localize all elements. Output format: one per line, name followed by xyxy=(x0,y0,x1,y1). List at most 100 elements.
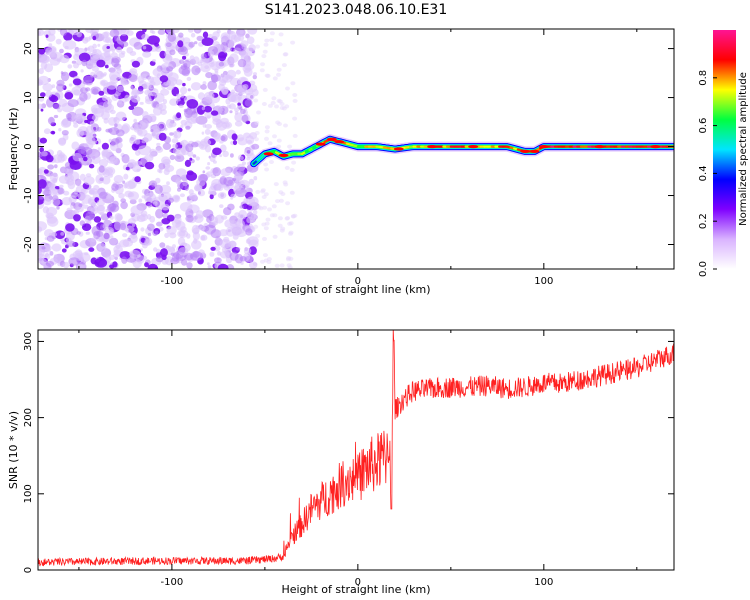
noise-blob xyxy=(50,130,56,135)
noise-blob xyxy=(102,149,109,157)
noise-blob xyxy=(241,114,249,123)
noise-blob xyxy=(269,38,275,43)
noise-blob xyxy=(109,235,114,239)
noise-blob xyxy=(228,240,237,248)
noise-blob xyxy=(154,42,160,47)
noise-blob xyxy=(253,72,257,76)
noise-blob xyxy=(80,69,84,73)
noise-blob xyxy=(182,37,191,44)
noise-blob xyxy=(38,75,50,86)
noise-blob xyxy=(210,182,222,191)
noise-blob xyxy=(104,64,109,69)
noise-blob xyxy=(245,228,253,236)
noise-blob xyxy=(109,264,115,269)
noise-blob xyxy=(160,248,168,257)
noise-blob xyxy=(164,164,175,172)
noise-blob xyxy=(219,204,224,209)
ridge-peak xyxy=(326,137,337,141)
noise-blob xyxy=(99,212,105,216)
noise-blob xyxy=(94,258,108,268)
x-tick-label: -100 xyxy=(161,577,184,588)
noise-blob xyxy=(186,233,191,239)
noise-blob xyxy=(250,213,257,220)
ridge-peak xyxy=(427,145,438,149)
noise-blob xyxy=(275,199,280,204)
noise-blob xyxy=(204,91,215,100)
noise-blob xyxy=(259,68,265,73)
noise-blob xyxy=(221,88,229,96)
noise-blob xyxy=(113,175,124,184)
noise-blob xyxy=(67,99,79,108)
y-tick-label: 300 xyxy=(23,332,34,351)
noise-blob xyxy=(194,185,203,192)
noise-blob xyxy=(95,152,100,156)
noise-blob xyxy=(62,133,69,141)
noise-blob xyxy=(68,83,73,87)
noise-blob xyxy=(280,192,286,196)
noise-blob xyxy=(111,183,119,191)
noise-blob xyxy=(234,212,241,218)
noise-blob xyxy=(63,168,70,173)
noise-blob xyxy=(106,46,110,49)
noise-blob xyxy=(45,154,54,163)
noise-blob xyxy=(223,176,235,187)
noise-blob xyxy=(64,45,69,50)
noise-blob xyxy=(225,122,230,128)
noise-blob xyxy=(129,51,137,56)
noise-blob xyxy=(160,203,170,211)
noise-blob xyxy=(73,123,79,128)
noise-blob xyxy=(175,147,186,157)
noise-blob xyxy=(277,223,283,228)
noise-blob xyxy=(161,70,168,77)
noise-blob xyxy=(250,95,254,99)
noise-blob xyxy=(101,110,110,120)
noise-blob xyxy=(97,147,101,151)
noise-blob xyxy=(274,104,279,109)
noise-blob xyxy=(39,137,48,144)
colorbar-tick-label: 0.8 xyxy=(698,70,709,86)
noise-blob xyxy=(53,103,61,110)
noise-blob xyxy=(272,213,278,218)
noise-blob xyxy=(204,128,211,135)
noise-blob xyxy=(124,225,135,233)
noise-blob xyxy=(158,132,167,141)
noise-blob xyxy=(55,38,62,45)
noise-blob xyxy=(214,257,222,264)
noise-blob xyxy=(127,218,136,225)
ridge-peak xyxy=(468,145,479,149)
noise-blob xyxy=(287,248,293,253)
noise-blob xyxy=(97,43,101,47)
noise-blob xyxy=(101,31,109,38)
noise-blob xyxy=(176,112,182,119)
noise-blob xyxy=(182,180,189,187)
noise-blob xyxy=(56,150,63,157)
figure-title: S141.2023.048.06.10.E31 xyxy=(265,2,448,18)
noise-blob xyxy=(220,135,226,141)
noise-blob xyxy=(89,120,95,126)
noise-blob xyxy=(152,59,157,63)
noise-blob xyxy=(68,257,80,266)
noise-blob xyxy=(239,155,244,160)
noise-blob xyxy=(52,195,59,202)
noise-blob xyxy=(253,176,258,181)
noise-blob xyxy=(207,80,217,91)
noise-blob xyxy=(229,53,239,63)
noise-blob xyxy=(149,29,154,34)
noise-blob xyxy=(190,32,196,38)
colorbar-ticks: 0.0 0.2 0.4 0.6 0.8 xyxy=(698,70,717,277)
noise-blob xyxy=(287,144,293,149)
noise-blob xyxy=(210,229,222,239)
noise-blob xyxy=(197,92,205,100)
noise-blob xyxy=(53,254,58,258)
noise-blob xyxy=(99,79,109,87)
noise-blob xyxy=(185,125,191,130)
noise-blob xyxy=(41,258,47,266)
ridge-peak xyxy=(263,152,274,156)
noise-blob xyxy=(118,193,125,199)
y-tick-label: 10 xyxy=(23,91,34,104)
y-tick-label: 20 xyxy=(23,42,34,55)
noise-blob xyxy=(232,140,238,146)
noise-blob xyxy=(206,115,211,119)
noise-blob xyxy=(236,134,245,142)
noise-blob xyxy=(261,222,267,227)
